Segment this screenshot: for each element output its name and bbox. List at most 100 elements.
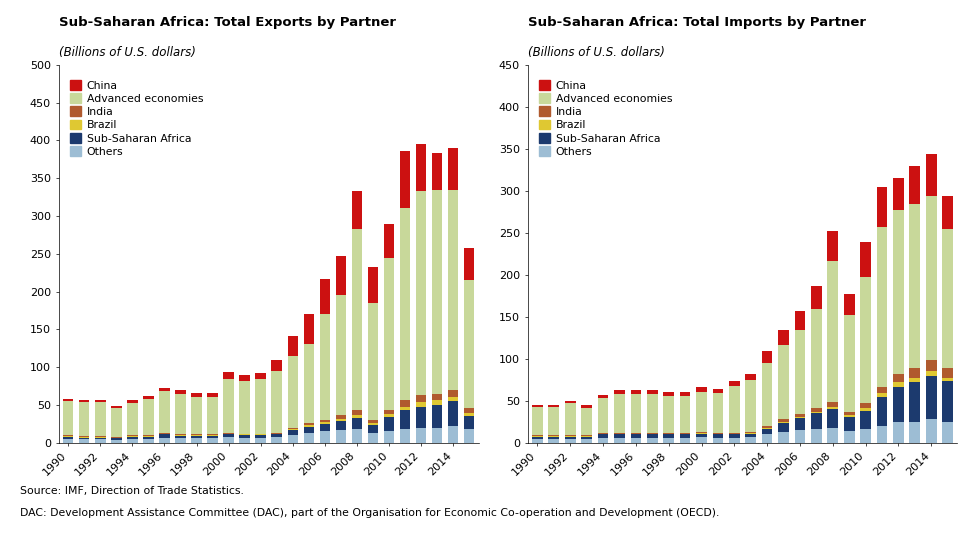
Bar [729,381,740,386]
Bar [598,399,609,433]
Bar [712,393,723,433]
Bar [352,410,362,415]
Bar [319,431,330,443]
Bar [942,230,953,368]
Bar [175,438,186,443]
Bar [532,436,543,437]
Bar [367,267,378,303]
Bar [432,401,443,405]
Bar [548,436,559,437]
Bar [352,191,362,229]
Bar [111,406,121,408]
Bar [779,422,788,423]
Bar [272,371,282,433]
Bar [942,422,953,443]
Bar [191,436,201,438]
Bar [794,430,805,443]
Bar [844,431,855,443]
Bar [432,190,443,394]
Bar [581,436,592,437]
Bar [779,419,788,422]
Bar [255,373,266,379]
Bar [416,407,426,428]
Bar [64,435,73,436]
Bar [207,393,218,397]
Bar [910,382,920,422]
Bar [64,437,73,439]
Bar [942,381,953,422]
Bar [680,433,691,434]
Bar [663,433,674,434]
Bar [828,407,838,409]
Bar [779,432,788,443]
Bar [352,429,362,443]
Bar [367,423,378,424]
Bar [400,410,410,429]
Bar [779,423,788,432]
Bar [828,409,838,428]
Bar [384,414,394,417]
Bar [175,394,186,435]
Bar [127,403,138,435]
Bar [287,336,298,356]
Bar [697,387,706,392]
Bar [697,437,706,443]
Bar [111,437,121,438]
Bar [876,426,887,443]
Bar [729,386,740,433]
Bar [663,392,674,396]
Bar [828,260,838,402]
Bar [144,435,153,436]
Bar [191,438,201,443]
Bar [581,435,592,436]
Bar [762,426,773,428]
Bar [893,374,904,382]
Bar [532,407,543,435]
Bar [64,439,73,443]
Bar [844,415,855,417]
Bar [548,437,559,440]
Bar [548,407,559,435]
Text: (Billions of U.S. dollars): (Billions of U.S. dollars) [59,46,195,59]
Bar [207,438,218,443]
Bar [239,435,250,437]
Bar [287,435,298,443]
Bar [127,437,138,439]
Bar [416,395,426,402]
Bar [367,420,378,423]
Legend: China, Advanced economies, India, Brazil, Sub-Saharan Africa, Others: China, Advanced economies, India, Brazil… [537,78,674,159]
Bar [111,440,121,443]
Bar [615,438,625,443]
Bar [175,435,186,436]
Bar [224,379,234,433]
Bar [745,433,756,434]
Bar [598,433,609,434]
Bar [127,435,138,436]
Bar [319,279,330,314]
Bar [729,434,740,438]
Bar [400,151,410,208]
Bar [191,435,201,436]
Bar [416,428,426,443]
Text: Source: IMF, Direction of Trade Statistics.: Source: IMF, Direction of Trade Statisti… [20,486,243,496]
Bar [565,437,575,440]
Bar [304,426,314,427]
Bar [79,402,90,436]
Bar [712,434,723,438]
Bar [255,435,266,437]
Bar [336,430,346,443]
Bar [615,434,625,438]
Bar [319,422,330,424]
Bar [224,435,234,437]
Bar [794,311,805,330]
Bar [304,314,314,344]
Bar [794,418,805,430]
Bar [95,400,106,402]
Bar [159,434,170,435]
Bar [447,190,458,390]
Bar [384,417,394,431]
Bar [828,402,838,407]
Bar [910,378,920,382]
Bar [464,413,474,416]
Bar [876,187,887,227]
